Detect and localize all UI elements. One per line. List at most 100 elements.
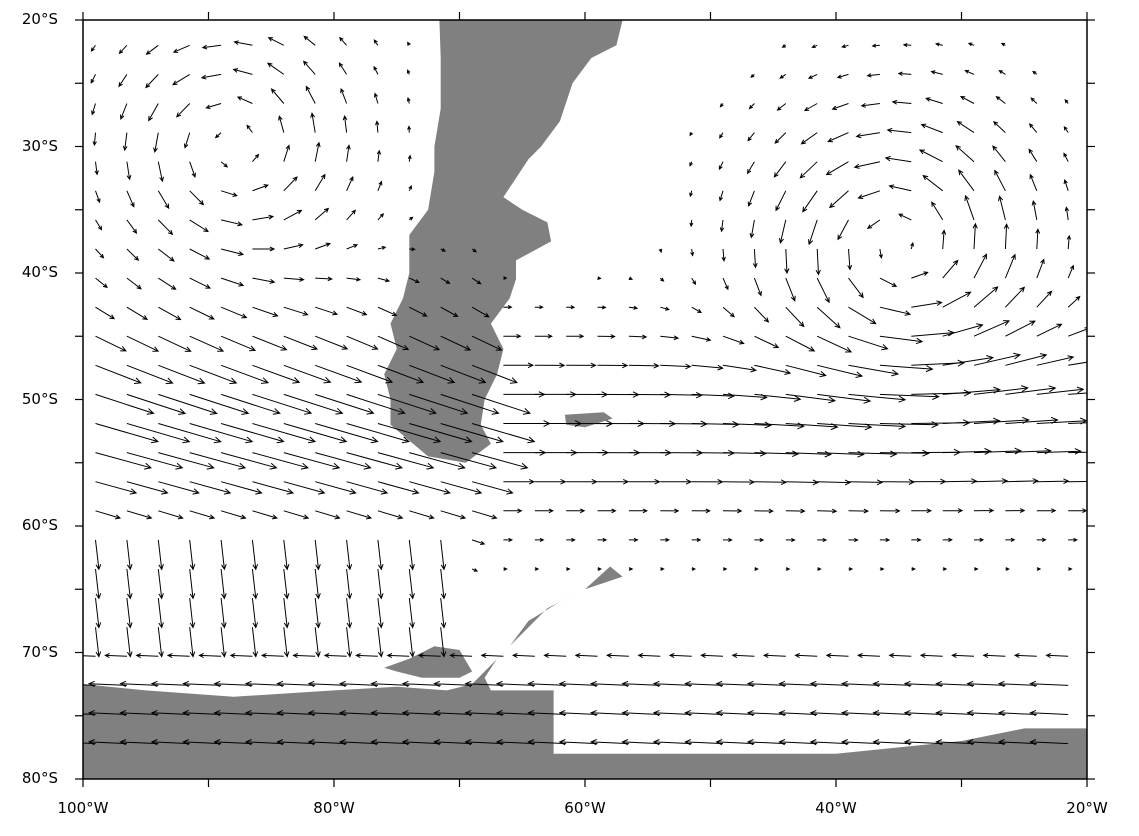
wind-arrow bbox=[778, 680, 818, 688]
wind-arrow bbox=[722, 450, 768, 457]
wind-arrow bbox=[158, 481, 200, 495]
wind-arrow bbox=[879, 306, 912, 316]
wind-arrow bbox=[503, 276, 508, 280]
wind-arrow bbox=[781, 44, 787, 48]
wind-arrow bbox=[785, 277, 796, 302]
wind-arrow bbox=[802, 190, 818, 213]
wind-arrow bbox=[480, 653, 504, 659]
wind-arrow bbox=[942, 355, 995, 366]
wind-arrow bbox=[931, 201, 944, 221]
wind-arrow bbox=[691, 537, 702, 542]
wind-arrow bbox=[126, 277, 142, 290]
wind-arrow bbox=[621, 709, 661, 717]
wind-arrow bbox=[966, 680, 1006, 688]
wind-arrow bbox=[126, 190, 135, 208]
wind-arrow bbox=[794, 653, 818, 659]
wind-arrow bbox=[95, 452, 152, 470]
wind-arrow bbox=[848, 364, 900, 377]
wind-arrow bbox=[799, 161, 818, 179]
wind-arrow bbox=[182, 739, 222, 746]
wind-arrow bbox=[377, 277, 391, 283]
wind-arrow bbox=[189, 190, 205, 206]
wind-arrow bbox=[503, 478, 536, 485]
wind-arrow bbox=[684, 739, 724, 746]
wind-arrow bbox=[417, 653, 441, 659]
wind-arrow bbox=[267, 37, 285, 46]
wind-arrow bbox=[315, 481, 357, 495]
wind-arrow bbox=[346, 244, 359, 250]
wind-arrow bbox=[408, 184, 412, 191]
wind-arrow bbox=[220, 161, 229, 168]
wind-arrow bbox=[837, 219, 849, 241]
wind-arrow bbox=[232, 68, 253, 75]
wind-arrow bbox=[597, 567, 602, 571]
wind-arrow bbox=[527, 709, 567, 717]
wind-arrow bbox=[157, 568, 164, 600]
wind-arrow bbox=[1029, 173, 1038, 191]
wind-arrow bbox=[220, 364, 270, 384]
wind-arrow bbox=[997, 680, 1037, 688]
wind-arrow bbox=[1068, 451, 1087, 454]
wind-arrow bbox=[377, 180, 383, 191]
wind-arrow bbox=[1005, 537, 1016, 542]
wind-arrow bbox=[377, 364, 425, 384]
wind-arrow bbox=[189, 161, 196, 178]
wind-arrow bbox=[95, 364, 142, 384]
wind-arrow bbox=[1003, 223, 1010, 250]
lat-label: 20°S bbox=[21, 10, 58, 28]
wind-arrow bbox=[942, 291, 972, 308]
wind-arrow bbox=[817, 364, 864, 378]
wind-arrow bbox=[566, 537, 576, 542]
wind-arrow bbox=[377, 245, 387, 250]
wind-arrow bbox=[1066, 234, 1072, 250]
wind-arrow bbox=[495, 739, 535, 746]
wind-arrow bbox=[346, 568, 353, 600]
wind-arrow bbox=[409, 510, 435, 520]
wind-arrow bbox=[495, 680, 535, 688]
wind-arrow bbox=[660, 363, 692, 370]
wind-arrow bbox=[589, 709, 629, 717]
wind-arrow bbox=[260, 653, 284, 659]
wind-arrow bbox=[903, 709, 943, 717]
wind-arrow bbox=[857, 190, 881, 200]
wind-arrow bbox=[816, 277, 830, 304]
wind-arrow bbox=[848, 335, 889, 351]
wind-arrow bbox=[1029, 739, 1069, 746]
wind-arrow bbox=[848, 479, 884, 486]
wind-arrow bbox=[377, 539, 384, 571]
wind-arrow bbox=[746, 739, 786, 746]
wind-arrow bbox=[158, 452, 215, 470]
wind-arrow bbox=[283, 209, 303, 221]
lat-label: 40°S bbox=[21, 263, 58, 281]
wind-arrow bbox=[848, 306, 877, 325]
wind-arrow bbox=[182, 680, 222, 688]
wind-arrow bbox=[189, 481, 232, 495]
wind-arrow bbox=[315, 510, 341, 520]
wind-arrow bbox=[784, 248, 790, 275]
wind-arrow bbox=[778, 709, 818, 717]
wind-arrow bbox=[785, 450, 832, 458]
wind-arrow bbox=[157, 598, 164, 629]
wind-arrow bbox=[119, 680, 159, 688]
wind-arrow bbox=[848, 393, 907, 403]
wind-arrow bbox=[1005, 567, 1010, 571]
wind-arrow bbox=[942, 567, 948, 571]
wind-arrow bbox=[220, 539, 227, 571]
wind-arrow bbox=[95, 510, 122, 520]
wind-arrow bbox=[189, 306, 215, 320]
wind-arrow bbox=[973, 385, 1029, 395]
wind-arrow bbox=[145, 44, 159, 55]
wind-arrow bbox=[1063, 179, 1069, 191]
wind-arrow bbox=[840, 739, 880, 746]
wind-arrow bbox=[754, 567, 759, 571]
wind-arrow bbox=[597, 334, 616, 339]
wind-arrow bbox=[534, 508, 554, 514]
wind-arrow bbox=[189, 627, 196, 658]
wind-arrow bbox=[878, 248, 883, 259]
wind-arrow bbox=[964, 69, 975, 75]
wind-arrow bbox=[464, 709, 504, 717]
wind-arrow bbox=[534, 478, 567, 485]
wind-arrow bbox=[338, 739, 378, 746]
wind-arrow bbox=[848, 567, 854, 571]
wind-arrow bbox=[866, 73, 880, 78]
